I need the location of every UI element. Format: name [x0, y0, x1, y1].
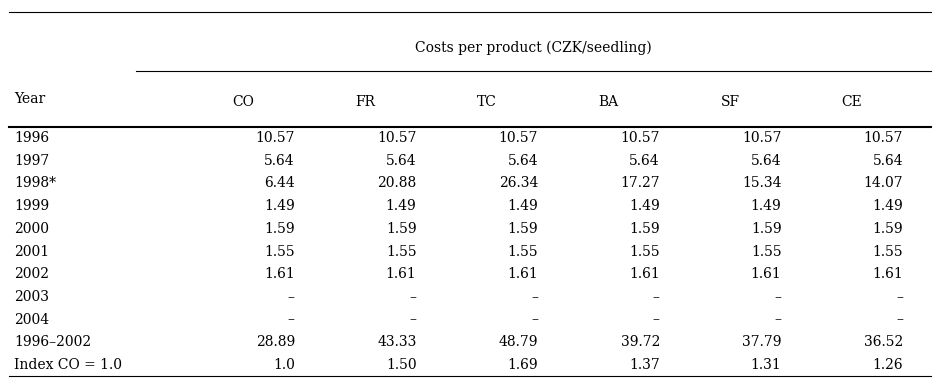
- Text: 1.61: 1.61: [386, 267, 417, 281]
- Text: 10.57: 10.57: [621, 131, 660, 145]
- Text: 6.44: 6.44: [264, 176, 295, 190]
- Text: 1.55: 1.55: [386, 245, 417, 258]
- Text: 1.49: 1.49: [629, 199, 660, 213]
- Text: 1.59: 1.59: [507, 222, 538, 236]
- Text: 1996–2002: 1996–2002: [14, 335, 91, 349]
- Text: 1999: 1999: [14, 199, 50, 213]
- Text: 1.59: 1.59: [386, 222, 417, 236]
- Text: 1.59: 1.59: [629, 222, 660, 236]
- Text: 26.34: 26.34: [499, 176, 538, 190]
- Text: 37.79: 37.79: [742, 335, 782, 349]
- Text: –: –: [897, 290, 903, 304]
- Text: 14.07: 14.07: [864, 176, 903, 190]
- Text: 39.72: 39.72: [621, 335, 660, 349]
- Text: 28.89: 28.89: [256, 335, 295, 349]
- Text: 1.55: 1.55: [507, 245, 538, 258]
- Text: 17.27: 17.27: [621, 176, 660, 190]
- Text: –: –: [288, 290, 295, 304]
- Text: 10.57: 10.57: [377, 131, 417, 145]
- Text: 1.50: 1.50: [386, 358, 417, 372]
- Text: 1.37: 1.37: [629, 358, 660, 372]
- Text: 1.49: 1.49: [264, 199, 295, 213]
- Text: TC: TC: [476, 95, 497, 109]
- Text: BA: BA: [598, 95, 619, 109]
- Text: 1997: 1997: [14, 154, 50, 168]
- Text: 1.0: 1.0: [273, 358, 295, 372]
- Text: CE: CE: [841, 95, 862, 109]
- Text: 1.61: 1.61: [507, 267, 538, 281]
- Text: 1.49: 1.49: [751, 199, 782, 213]
- Text: –: –: [653, 313, 660, 327]
- Text: 5.64: 5.64: [629, 154, 660, 168]
- Text: –: –: [410, 313, 417, 327]
- Text: –: –: [775, 313, 782, 327]
- Text: 1998*: 1998*: [14, 176, 56, 190]
- Text: –: –: [288, 313, 295, 327]
- Text: 1.55: 1.55: [629, 245, 660, 258]
- Text: 15.34: 15.34: [742, 176, 782, 190]
- Text: –: –: [897, 313, 903, 327]
- Text: 5.64: 5.64: [872, 154, 903, 168]
- Text: 10.57: 10.57: [256, 131, 295, 145]
- Text: 2002: 2002: [14, 267, 49, 281]
- Text: 2003: 2003: [14, 290, 49, 304]
- Text: Year: Year: [14, 92, 45, 106]
- Text: 1.61: 1.61: [751, 267, 782, 281]
- Text: 1.59: 1.59: [751, 222, 782, 236]
- Text: 2004: 2004: [14, 313, 50, 327]
- Text: SF: SF: [721, 95, 739, 109]
- Text: 43.33: 43.33: [377, 335, 417, 349]
- Text: 2000: 2000: [14, 222, 49, 236]
- Text: 5.64: 5.64: [507, 154, 538, 168]
- Text: 1.61: 1.61: [629, 267, 660, 281]
- Text: CO: CO: [232, 95, 255, 109]
- Text: 48.79: 48.79: [499, 335, 538, 349]
- Text: 36.52: 36.52: [864, 335, 903, 349]
- Text: 1.55: 1.55: [264, 245, 295, 258]
- Text: 2001: 2001: [14, 245, 50, 258]
- Text: –: –: [410, 290, 417, 304]
- Text: 1.61: 1.61: [872, 267, 903, 281]
- Text: 1.49: 1.49: [507, 199, 538, 213]
- Text: 1.49: 1.49: [872, 199, 903, 213]
- Text: 1.61: 1.61: [264, 267, 295, 281]
- Text: 5.64: 5.64: [751, 154, 782, 168]
- Text: –: –: [532, 313, 538, 327]
- Text: –: –: [775, 290, 782, 304]
- Text: 1.31: 1.31: [751, 358, 782, 372]
- Text: 1.49: 1.49: [386, 199, 417, 213]
- Text: –: –: [653, 290, 660, 304]
- Text: 5.64: 5.64: [386, 154, 417, 168]
- Text: 1.69: 1.69: [507, 358, 538, 372]
- Text: –: –: [532, 290, 538, 304]
- Text: 1.55: 1.55: [872, 245, 903, 258]
- Text: 1.26: 1.26: [872, 358, 903, 372]
- Text: 20.88: 20.88: [377, 176, 417, 190]
- Text: Costs per product (CZK/seedling): Costs per product (CZK/seedling): [416, 41, 651, 55]
- Text: Index CO = 1.0: Index CO = 1.0: [14, 358, 122, 372]
- Text: 10.57: 10.57: [742, 131, 782, 145]
- Text: 1996: 1996: [14, 131, 50, 145]
- Text: 1.59: 1.59: [264, 222, 295, 236]
- Text: 1.55: 1.55: [751, 245, 782, 258]
- Text: 5.64: 5.64: [264, 154, 295, 168]
- Text: FR: FR: [355, 95, 375, 109]
- Text: 10.57: 10.57: [499, 131, 538, 145]
- Text: 1.59: 1.59: [872, 222, 903, 236]
- Text: 10.57: 10.57: [864, 131, 903, 145]
